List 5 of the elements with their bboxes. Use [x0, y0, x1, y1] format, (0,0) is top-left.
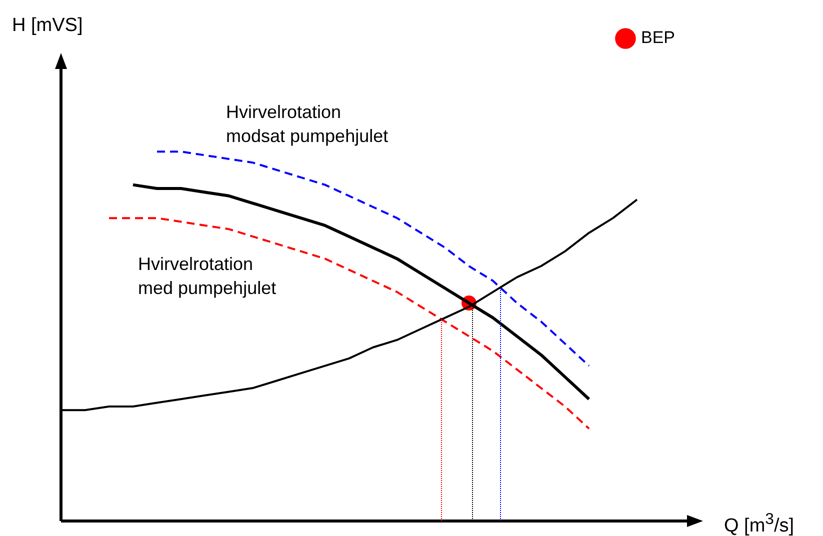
legend-label: BEP	[640, 28, 676, 48]
text: H [mVS]	[12, 14, 83, 38]
text: Hvirvelrotation modsat pumpehjulet	[226, 101, 388, 148]
x-axis-title: Q [m$^{3}$/s]	[724, 510, 794, 536]
annotation: Hvirvelrotation med pumpehjulet	[138, 253, 276, 300]
